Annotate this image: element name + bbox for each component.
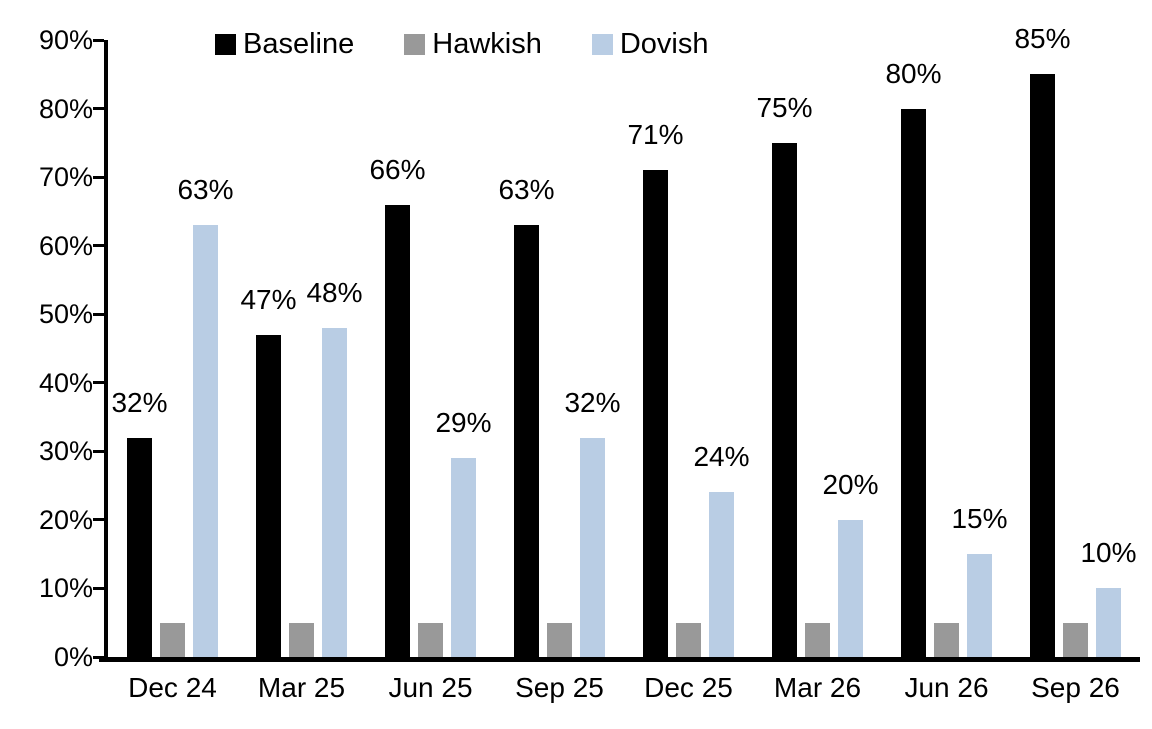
dovish-bar bbox=[838, 519, 863, 657]
legend-label: Dovish bbox=[619, 27, 709, 60]
baseline-value-label: 66% bbox=[369, 153, 426, 185]
hawkish-bar bbox=[418, 622, 443, 657]
dovish-value-label: 29% bbox=[435, 407, 492, 439]
legend-item-baseline: Baseline bbox=[215, 28, 354, 61]
y-axis-tick-label: 10% bbox=[38, 573, 93, 604]
dovish-bar bbox=[967, 554, 992, 657]
hawkish-bar bbox=[805, 622, 830, 657]
baseline-bar bbox=[256, 334, 281, 657]
dovish-value-label: 32% bbox=[564, 386, 621, 418]
legend: Baseline Hawkish Dovish bbox=[215, 28, 709, 60]
y-axis-tick bbox=[93, 381, 104, 385]
y-axis-tick bbox=[93, 175, 104, 179]
dovish-bar bbox=[322, 327, 347, 657]
baseline-bar bbox=[1030, 74, 1055, 657]
bar-group: 47% 48% bbox=[237, 40, 366, 657]
baseline-value-label: 47% bbox=[240, 283, 297, 315]
y-axis-tick bbox=[93, 244, 104, 248]
bar-group: 63% 32% bbox=[495, 40, 624, 657]
y-axis-tick bbox=[93, 586, 104, 590]
hawkish-bar bbox=[934, 622, 959, 657]
plot-area: 32% 63% 47% 48% 66% 29% 63% 32% 71% 24% 75% 20% 80% 1… bbox=[108, 25, 1140, 657]
bar-group: 66% 29% bbox=[366, 40, 495, 657]
baseline-bar bbox=[901, 108, 926, 657]
dovish-value-label: 20% bbox=[822, 468, 879, 500]
dovish-value-label: 10% bbox=[1080, 537, 1137, 569]
dovish-value-label: 48% bbox=[306, 276, 363, 308]
hawkish-bar bbox=[547, 622, 572, 657]
bar-group: 75% 20% bbox=[753, 40, 882, 657]
hawkish-bar bbox=[160, 622, 185, 657]
baseline-value-label: 32% bbox=[111, 386, 168, 418]
legend-dovish-swatch bbox=[591, 33, 613, 55]
baseline-value-label: 63% bbox=[498, 174, 555, 206]
y-axis-tick bbox=[93, 38, 104, 42]
bar-group: 85% 10% bbox=[1011, 25, 1140, 657]
y-axis-tick-label: 80% bbox=[38, 93, 93, 124]
x-axis-labels: Dec 24 Mar 25 Jun 25 Sep 25 Dec 25 Mar 26 Jun … bbox=[108, 672, 1140, 704]
y-axis-tick-label: 90% bbox=[38, 25, 93, 55]
baseline-value-label: 85% bbox=[1014, 23, 1071, 55]
y-axis-tick bbox=[93, 107, 104, 111]
y-axis-line bbox=[104, 40, 108, 662]
dovish-value-label: 63% bbox=[177, 174, 234, 206]
legend-item-dovish: Dovish bbox=[591, 27, 709, 61]
hawkish-bar bbox=[676, 622, 701, 657]
legend-hawkish-swatch bbox=[404, 33, 426, 55]
baseline-bar bbox=[514, 225, 539, 657]
x-axis-category-label: Mar 26 bbox=[773, 672, 862, 703]
y-axis-tick bbox=[93, 312, 104, 316]
dovish-bar bbox=[1096, 588, 1121, 657]
y-axis-tick-label: 40% bbox=[38, 367, 93, 398]
hawkish-bar bbox=[1063, 622, 1088, 657]
x-axis-category-label: Sep 26 bbox=[1031, 672, 1120, 703]
bar-group: 80% 15% bbox=[882, 40, 1011, 657]
y-axis-tick-label: 0% bbox=[53, 642, 93, 672]
y-axis-tick-label: 60% bbox=[38, 230, 93, 261]
baseline-bar bbox=[643, 170, 668, 657]
x-axis-category-label: Dec 24 bbox=[128, 672, 217, 703]
y-axis-tick bbox=[93, 449, 104, 453]
legend-label: Baseline bbox=[243, 27, 355, 60]
dovish-bar bbox=[709, 492, 734, 657]
legend-item-hawkish: Hawkish bbox=[404, 28, 542, 61]
baseline-bar bbox=[772, 142, 797, 657]
dovish-bar bbox=[451, 458, 476, 657]
bar-group: 71% 24% bbox=[624, 40, 753, 657]
dovish-bar bbox=[580, 437, 605, 657]
bar-group: 32% 63% bbox=[108, 40, 237, 657]
baseline-bar bbox=[385, 204, 410, 657]
x-axis-line bbox=[99, 657, 1140, 662]
x-axis-category-label: Jun 26 bbox=[904, 672, 989, 703]
x-axis-category-label: Dec 25 bbox=[644, 672, 733, 703]
y-axis-tick-label: 30% bbox=[38, 436, 93, 467]
y-axis-tick bbox=[93, 655, 104, 659]
x-axis-category-label: Jun 25 bbox=[388, 672, 473, 703]
baseline-bar bbox=[127, 437, 152, 657]
legend-label: Hawkish bbox=[432, 27, 542, 60]
y-axis-tick-label: 50% bbox=[38, 299, 93, 330]
y-axis-tick bbox=[93, 518, 104, 522]
x-axis-category-label: Mar 25 bbox=[257, 672, 346, 703]
baseline-value-label: 75% bbox=[756, 91, 813, 123]
y-axis-tick-label: 20% bbox=[38, 504, 93, 535]
x-axis-category-label: Sep 25 bbox=[515, 672, 604, 703]
hawkish-bar bbox=[289, 622, 314, 657]
baseline-value-label: 80% bbox=[885, 57, 942, 89]
baseline-value-label: 71% bbox=[627, 119, 684, 151]
dovish-value-label: 24% bbox=[693, 441, 750, 473]
dovish-bar bbox=[193, 225, 218, 657]
dovish-value-label: 15% bbox=[951, 503, 1008, 535]
legend-baseline-swatch bbox=[215, 33, 236, 55]
y-axis-tick-label: 70% bbox=[38, 162, 93, 193]
